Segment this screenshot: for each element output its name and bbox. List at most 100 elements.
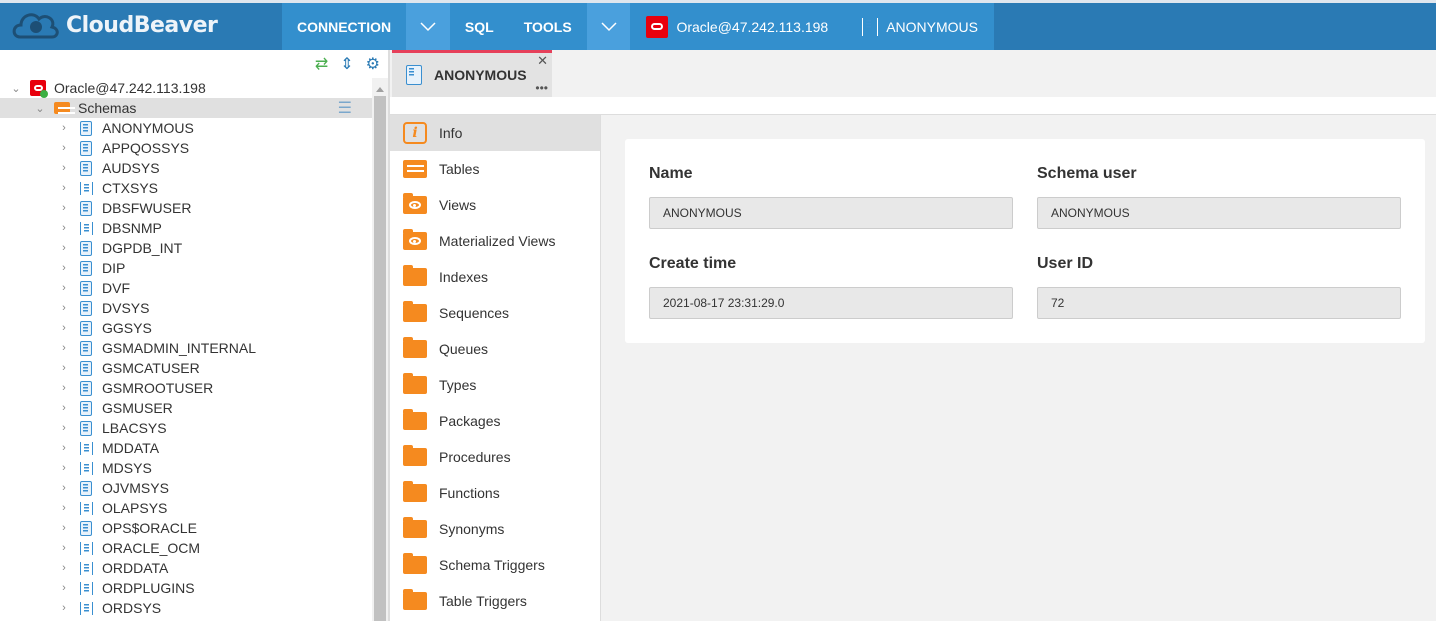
name-input[interactable]: ANONYMOUS (649, 197, 1013, 229)
tree-node-schema[interactable]: › MDSYS (0, 458, 372, 478)
chevron-right-icon[interactable]: › (62, 282, 66, 294)
object-nav-packages[interactable]: Packages (390, 403, 600, 439)
tree-node-schema[interactable]: › DBSNMP (0, 218, 372, 238)
chevron-right-icon[interactable]: › (62, 122, 66, 134)
tree-node-schema[interactable]: › DIP (0, 258, 372, 278)
tree-node-schema[interactable]: › ORDPLUGINS (0, 578, 372, 598)
object-nav-procedures[interactable]: Procedures (390, 439, 600, 475)
schema-icon (78, 300, 94, 316)
tree-node-schema[interactable]: › OLAPSYS (0, 498, 372, 518)
chevron-right-icon[interactable]: › (62, 382, 66, 394)
chevron-right-icon[interactable]: › (62, 422, 66, 434)
object-nav-materialized-views[interactable]: Materialized Views (390, 223, 600, 259)
menu-lines-icon[interactable]: ☰ (337, 100, 352, 117)
chevron-right-icon[interactable]: › (62, 542, 66, 554)
connection-dropdown[interactable] (406, 3, 450, 50)
chevron-right-icon[interactable]: › (62, 322, 66, 334)
chevron-right-icon[interactable]: › (62, 162, 66, 174)
chevron-down-icon[interactable]: ⌄ (11, 82, 21, 95)
tab-anonymous[interactable]: ANONYMOUS ✕ ••• (392, 50, 552, 97)
tree-node-schema[interactable]: › GSMROOTUSER (0, 378, 372, 398)
object-nav-types[interactable]: Types (390, 367, 600, 403)
chevron-down-icon[interactable]: ⌄ (35, 102, 45, 115)
active-connection-label: Oracle@47.242.113.198 (676, 18, 829, 35)
object-nav-schema-triggers[interactable]: Schema Triggers (390, 547, 600, 583)
chevron-right-icon[interactable]: › (62, 302, 66, 314)
chevron-right-icon[interactable]: › (62, 442, 66, 454)
object-nav-info[interactable]: i Info (390, 115, 600, 151)
active-schema-selector[interactable]: ANONYMOUS (844, 3, 994, 50)
chevron-right-icon[interactable]: › (62, 582, 66, 594)
chevron-right-icon[interactable]: › (62, 502, 66, 514)
tree-node-schema[interactable]: › LBACSYS (0, 418, 372, 438)
settings-gear-icon[interactable]: ⚙ (365, 56, 380, 73)
brand-name: CloudBeaver (66, 12, 218, 38)
tree-node-schema[interactable]: › DGPDB_INT (0, 238, 372, 258)
chevron-right-icon[interactable]: › (62, 522, 66, 534)
collapse-all-icon[interactable]: ⇕ (340, 56, 354, 73)
object-nav-indexes[interactable]: Indexes (390, 259, 600, 295)
tree-node-schema[interactable]: › CTXSYS (0, 178, 372, 198)
tree-node-schema[interactable]: › ORDSYS (0, 598, 372, 618)
tools-menu[interactable]: TOOLS (523, 18, 572, 35)
chevron-right-icon[interactable]: › (62, 222, 66, 234)
tree-node-schema[interactable]: › GSMADMIN_INTERNAL (0, 338, 372, 358)
tree-node-schema[interactable]: › ANONYMOUS (0, 118, 372, 138)
chevron-right-icon[interactable]: › (62, 462, 66, 474)
navigator-panel: ⇄ ⇕ ⚙ ⌄ Oracle@47.242.113.198 ⌄ Schemas … (0, 50, 390, 621)
navigator-scrollbar[interactable] (372, 78, 388, 621)
tree-node-connection[interactable]: ⌄ Oracle@47.242.113.198 (0, 78, 372, 98)
more-options-icon[interactable]: ••• (535, 81, 548, 95)
scrollbar-thumb[interactable] (374, 96, 386, 621)
object-nav-functions[interactable]: Functions (390, 475, 600, 511)
tree-node-schema[interactable]: › DBSFWUSER (0, 198, 372, 218)
sql-menu[interactable]: SQL (464, 18, 494, 35)
chevron-right-icon[interactable]: › (62, 362, 66, 374)
close-icon[interactable]: ✕ (537, 53, 548, 68)
tools-dropdown[interactable] (586, 3, 631, 50)
object-nav-queues[interactable]: Queues (390, 331, 600, 367)
chevron-right-icon[interactable]: › (62, 482, 66, 494)
chevron-right-icon[interactable]: › (62, 142, 66, 154)
object-nav-synonyms[interactable]: Synonyms (390, 511, 600, 547)
tree-node-schema[interactable]: › MDDATA (0, 438, 372, 458)
tree-node-schema[interactable]: › GGSYS (0, 318, 372, 338)
object-nav-views[interactable]: Views (390, 187, 600, 223)
active-connection-selector[interactable]: Oracle@47.242.113.198 (630, 3, 844, 50)
user-id-input[interactable]: 72 (1037, 287, 1401, 319)
chevron-right-icon[interactable]: › (62, 342, 66, 354)
chevron-right-icon[interactable]: › (62, 182, 66, 194)
chevron-right-icon[interactable]: › (62, 562, 66, 574)
chevron-right-icon[interactable]: › (62, 402, 66, 414)
chevron-right-icon[interactable]: › (62, 202, 66, 214)
folder-icon (403, 409, 427, 430)
tree-node-schema[interactable]: › OPS$ORACLE (0, 518, 372, 538)
create-time-input[interactable]: 2021-08-17 23:31:29.0 (649, 287, 1013, 319)
tree-node-schemas[interactable]: ⌄ Schemas ☰ (0, 98, 372, 118)
object-nav-sequences[interactable]: Sequences (390, 295, 600, 331)
tree-node-schema[interactable]: › OJVMSYS (0, 478, 372, 498)
schema-label: ANONYMOUS (102, 120, 194, 136)
schema-label: APPQOSSYS (102, 140, 190, 156)
tree-node-schema[interactable]: › DVF (0, 278, 372, 298)
tree-node-schema[interactable]: › AUDSYS (0, 158, 372, 178)
chevron-right-icon[interactable]: › (62, 242, 66, 254)
chevron-right-icon[interactable]: › (62, 602, 66, 614)
tree-node-schema[interactable]: › ORACLE_OCM (0, 538, 372, 558)
connection-menu[interactable]: CONNECTION (297, 18, 392, 35)
folder-icon (403, 301, 427, 322)
tree-node-schema[interactable]: › ORDDATA (0, 558, 372, 578)
cloudbeaver-logo[interactable]: CloudBeaver (12, 7, 218, 43)
tree-node-schema[interactable]: › GSMCATUSER (0, 358, 372, 378)
object-nav-label: Table Triggers (439, 593, 527, 609)
scroll-up-icon[interactable] (376, 83, 384, 92)
link-with-editor-icon[interactable]: ⇄ (314, 56, 329, 73)
tree-node-schema[interactable]: › DVSYS (0, 298, 372, 318)
object-nav-tables[interactable]: Tables (390, 151, 600, 187)
chevron-right-icon[interactable]: › (62, 262, 66, 274)
object-nav-table-triggers[interactable]: Table Triggers (390, 583, 600, 619)
tree-node-schema[interactable]: › GSMUSER (0, 398, 372, 418)
tree-node-schema[interactable]: › APPQOSSYS (0, 138, 372, 158)
schema-icon (78, 500, 94, 516)
schema-user-input[interactable]: ANONYMOUS (1037, 197, 1401, 229)
